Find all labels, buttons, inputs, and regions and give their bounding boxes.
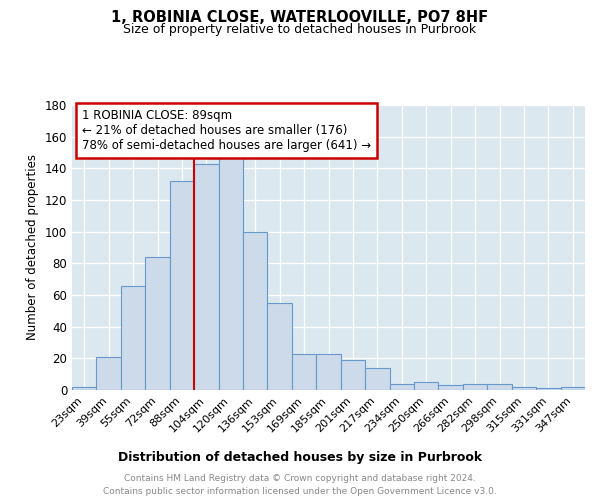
Bar — [292, 354, 316, 390]
Bar — [72, 387, 97, 390]
Bar — [121, 286, 145, 390]
Bar — [316, 354, 341, 390]
Y-axis label: Number of detached properties: Number of detached properties — [26, 154, 39, 340]
Bar — [487, 384, 512, 390]
Text: 1 ROBINIA CLOSE: 89sqm
← 21% of detached houses are smaller (176)
78% of semi-de: 1 ROBINIA CLOSE: 89sqm ← 21% of detached… — [82, 110, 371, 152]
Bar — [145, 257, 170, 390]
Text: 1, ROBINIA CLOSE, WATERLOOVILLE, PO7 8HF: 1, ROBINIA CLOSE, WATERLOOVILLE, PO7 8HF — [112, 10, 488, 25]
Text: Distribution of detached houses by size in Purbrook: Distribution of detached houses by size … — [118, 451, 482, 464]
Bar — [218, 154, 243, 390]
Bar — [194, 164, 218, 390]
Bar — [439, 385, 463, 390]
Bar — [268, 303, 292, 390]
Bar — [365, 368, 389, 390]
Bar — [512, 387, 536, 390]
Bar — [414, 382, 439, 390]
Bar — [463, 384, 487, 390]
Bar — [536, 388, 560, 390]
Bar — [97, 357, 121, 390]
Bar — [560, 387, 585, 390]
Bar — [170, 181, 194, 390]
Bar — [243, 232, 268, 390]
Text: Contains HM Land Registry data © Crown copyright and database right 2024.
Contai: Contains HM Land Registry data © Crown c… — [103, 474, 497, 496]
Text: Size of property relative to detached houses in Purbrook: Size of property relative to detached ho… — [124, 24, 476, 36]
Bar — [341, 360, 365, 390]
Bar — [389, 384, 414, 390]
